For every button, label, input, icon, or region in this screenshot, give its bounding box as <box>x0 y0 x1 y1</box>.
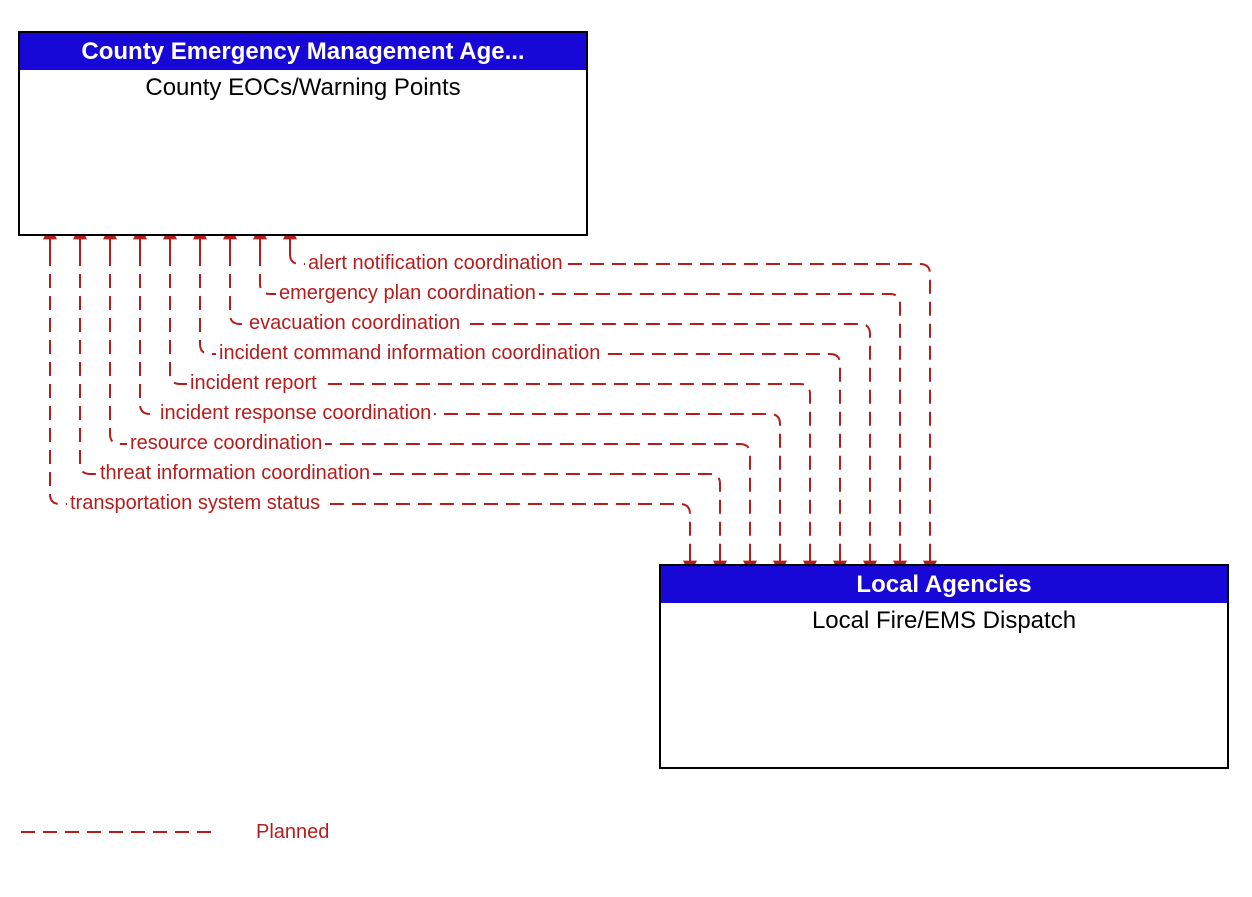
flow-label: transportation system status <box>67 492 323 515</box>
legend-planned-label: Planned <box>256 821 329 844</box>
flow-label: threat information coordination <box>97 462 373 485</box>
flow-label: incident report <box>187 372 320 395</box>
flow-label: incident command information coordinatio… <box>216 342 603 365</box>
flow-label: incident response coordination <box>157 402 434 425</box>
flow-label: alert notification coordination <box>305 252 566 275</box>
architecture-diagram: County Emergency Management Age... Count… <box>0 0 1252 897</box>
flow-label: evacuation coordination <box>246 312 463 335</box>
node-county-eocs: County Emergency Management Age... Count… <box>18 31 588 236</box>
node-local-fire-ems: Local Agencies Local Fire/EMS Dispatch <box>659 564 1229 769</box>
flow-label: emergency plan coordination <box>276 282 539 305</box>
node-county-eocs-body: County EOCs/Warning Points <box>20 70 586 104</box>
node-local-fire-ems-body: Local Fire/EMS Dispatch <box>661 603 1227 637</box>
flow-label: resource coordination <box>127 432 325 455</box>
node-county-eocs-header: County Emergency Management Age... <box>20 33 586 70</box>
node-local-fire-ems-header: Local Agencies <box>661 566 1227 603</box>
